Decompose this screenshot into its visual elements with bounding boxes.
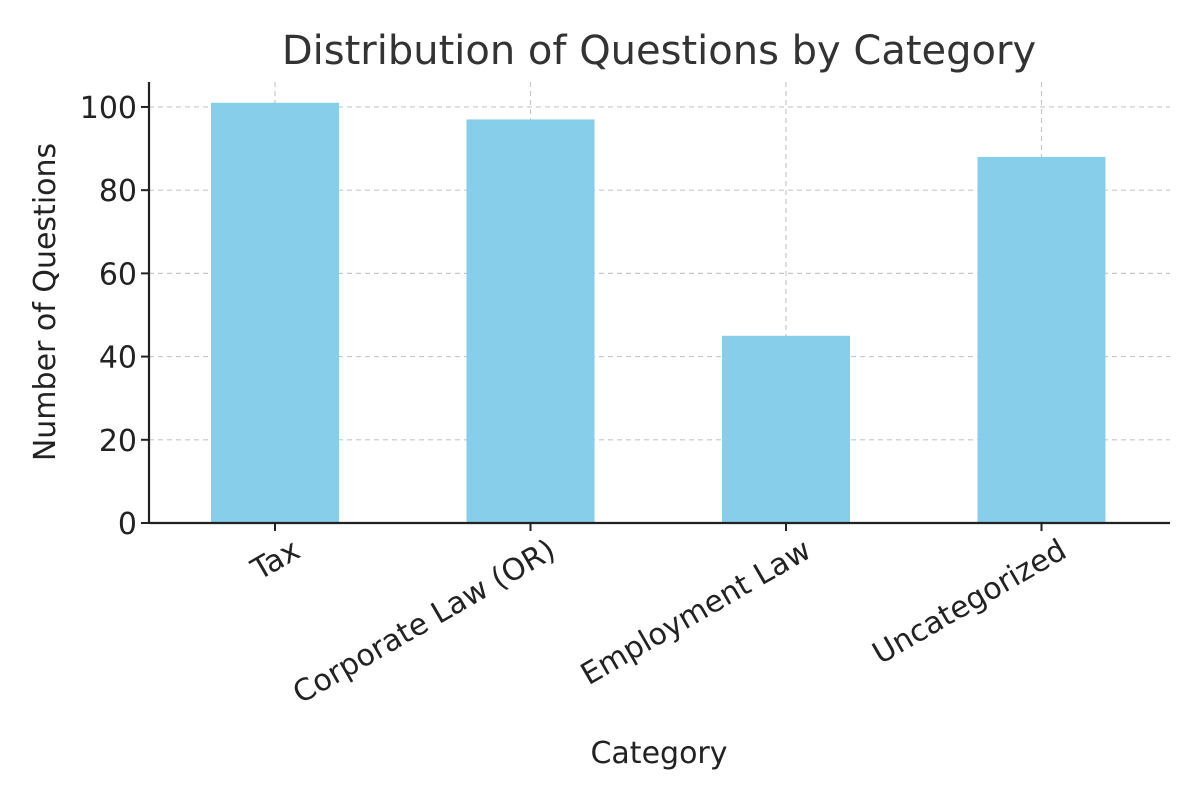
y-tick-label: 100 [80, 91, 137, 126]
chart-title: Distribution of Questions by Category [282, 28, 1036, 74]
bar [211, 102, 339, 524]
x-tick-label: Corporate Law (OR) [287, 533, 561, 712]
bar [466, 119, 595, 524]
y-tick-label: 40 [99, 341, 137, 376]
y-tick-label: 0 [118, 507, 137, 542]
bar [722, 335, 850, 523]
x-tick-label: Tax [245, 533, 306, 589]
axes-layer [147, 82, 1170, 525]
bar [977, 156, 1106, 524]
x-axis-title: Category [590, 736, 727, 771]
x-tick-label: Employment Law [575, 533, 817, 693]
x-tick-label: Uncategorized [867, 533, 1073, 672]
y-tick-label: 80 [99, 174, 137, 209]
y-axis-title: Number of Questions [28, 143, 63, 461]
y-tick-label: 20 [99, 424, 137, 459]
y-tick-label: 60 [99, 257, 137, 292]
bars-layer [211, 102, 1106, 524]
